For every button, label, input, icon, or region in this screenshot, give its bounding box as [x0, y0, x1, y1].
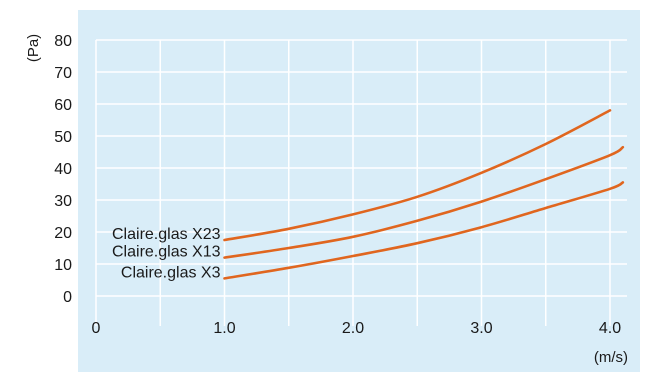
y-tick-label: 50 [54, 129, 72, 146]
y-tick-label: 20 [54, 225, 72, 242]
series-label: Claire.glas X13 [112, 244, 221, 261]
plot-background [78, 10, 640, 372]
x-tick-label: 0 [92, 320, 101, 337]
y-tick-label: 70 [54, 65, 72, 82]
y-axis-tick-labels: 0 10 20 30 40 50 60 70 80 [54, 33, 72, 306]
y-tick-label: 40 [54, 161, 72, 178]
y-tick-label: 0 [63, 289, 72, 306]
x-tick-label: 4.0 [599, 320, 621, 337]
y-tick-label: 80 [54, 33, 72, 50]
y-axis-label: (Pa) [25, 34, 42, 62]
y-tick-label: 60 [54, 97, 72, 114]
x-tick-label: 1.0 [213, 320, 235, 337]
x-tick-label: 3.0 [470, 320, 492, 337]
series-label: Claire.glas X3 [121, 264, 221, 281]
series-line [223, 109, 612, 242]
y-tick-label: 10 [54, 257, 72, 274]
series-label: Claire.glas X23 [112, 226, 221, 243]
series-line [223, 145, 625, 259]
series-lines [223, 109, 625, 280]
series-line [223, 181, 625, 280]
x-axis-tick-labels: 0 1.0 2.0 3.0 4.0 [92, 320, 622, 337]
x-tick-label: 2.0 [342, 320, 364, 337]
y-tick-label: 30 [54, 193, 72, 210]
x-axis-label: (m/s) [594, 349, 628, 366]
grid-lines [95, 39, 627, 326]
